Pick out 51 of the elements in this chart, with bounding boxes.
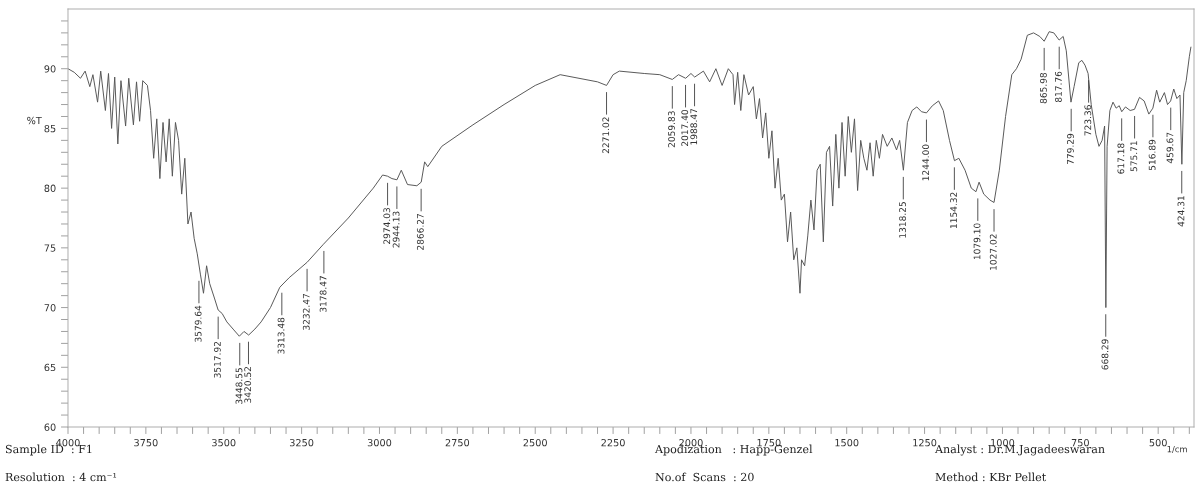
x-tick-label: 2500: [523, 438, 547, 447]
x-tick-label: 2250: [601, 438, 625, 447]
annotation: 3313.48: [277, 317, 285, 354]
annotation: 1079.10: [973, 223, 981, 260]
annotation: 668.29: [1101, 339, 1109, 370]
annotation: 1154.32: [950, 192, 957, 229]
annotation: 1244.00: [922, 144, 930, 181]
y-axis-title: %T: [27, 116, 42, 125]
x-tick-label: 2750: [445, 438, 470, 447]
x-tick-label: 1250: [913, 438, 937, 447]
text: No.of Scans : 20: [655, 472, 754, 482]
annotation: 575.71: [1130, 141, 1138, 172]
annotation: 3579.64: [194, 305, 202, 342]
annotation: 2059.83: [668, 111, 675, 148]
annotation: 1988.47: [690, 108, 698, 145]
annotation: 1027.02: [989, 234, 997, 270]
annotation: 2271.02: [602, 117, 610, 154]
annotation: 2944.13: [392, 211, 400, 248]
annotation: 2866.27: [416, 213, 424, 250]
text: Method : KBr Pellet: [935, 472, 1047, 482]
annotation: 516.89: [1148, 139, 1156, 171]
y-tick-label: 60: [44, 423, 56, 431]
annotation: 3178.47: [319, 276, 327, 312]
x-tick-label: 500: [1149, 438, 1167, 447]
x-axis-title: 1/cm: [1167, 446, 1187, 453]
annotation: 424.31: [1177, 196, 1185, 227]
annotation: 2017.40: [681, 109, 689, 146]
annotation: 3232.47: [302, 294, 310, 330]
annotation: 3517.92: [213, 341, 221, 378]
annotation: 3420.52: [244, 367, 252, 403]
y-tick-label: 75: [44, 244, 56, 252]
annotation: 1318.25: [899, 202, 906, 238]
x-tick-label: 1500: [835, 438, 859, 447]
x-tick-label: 3500: [212, 438, 236, 447]
annotation: 779.29: [1066, 133, 1074, 165]
x-tick-label: 3000: [367, 438, 392, 447]
annotation: 617.18: [1117, 143, 1125, 174]
annotation: 817.76: [1054, 71, 1062, 103]
x-tick-label: 3250: [289, 438, 314, 447]
y-tick-label: 80: [44, 184, 56, 192]
annotation: 459.67: [1166, 132, 1174, 164]
y-tick-label: 85: [44, 124, 56, 133]
y-tick-label: 65: [44, 363, 56, 372]
annotation: 865.98: [1039, 72, 1047, 104]
x-tick-label: 3750: [134, 438, 158, 447]
annotation: 723.36: [1084, 105, 1092, 136]
annotation: 3448.55: [235, 368, 243, 404]
y-tick-label: 90: [44, 65, 56, 73]
y-tick-label: 70: [44, 304, 56, 312]
annotation: 2974.03: [383, 207, 391, 244]
text: Resolution : 4 cm⁻¹: [5, 472, 117, 482]
